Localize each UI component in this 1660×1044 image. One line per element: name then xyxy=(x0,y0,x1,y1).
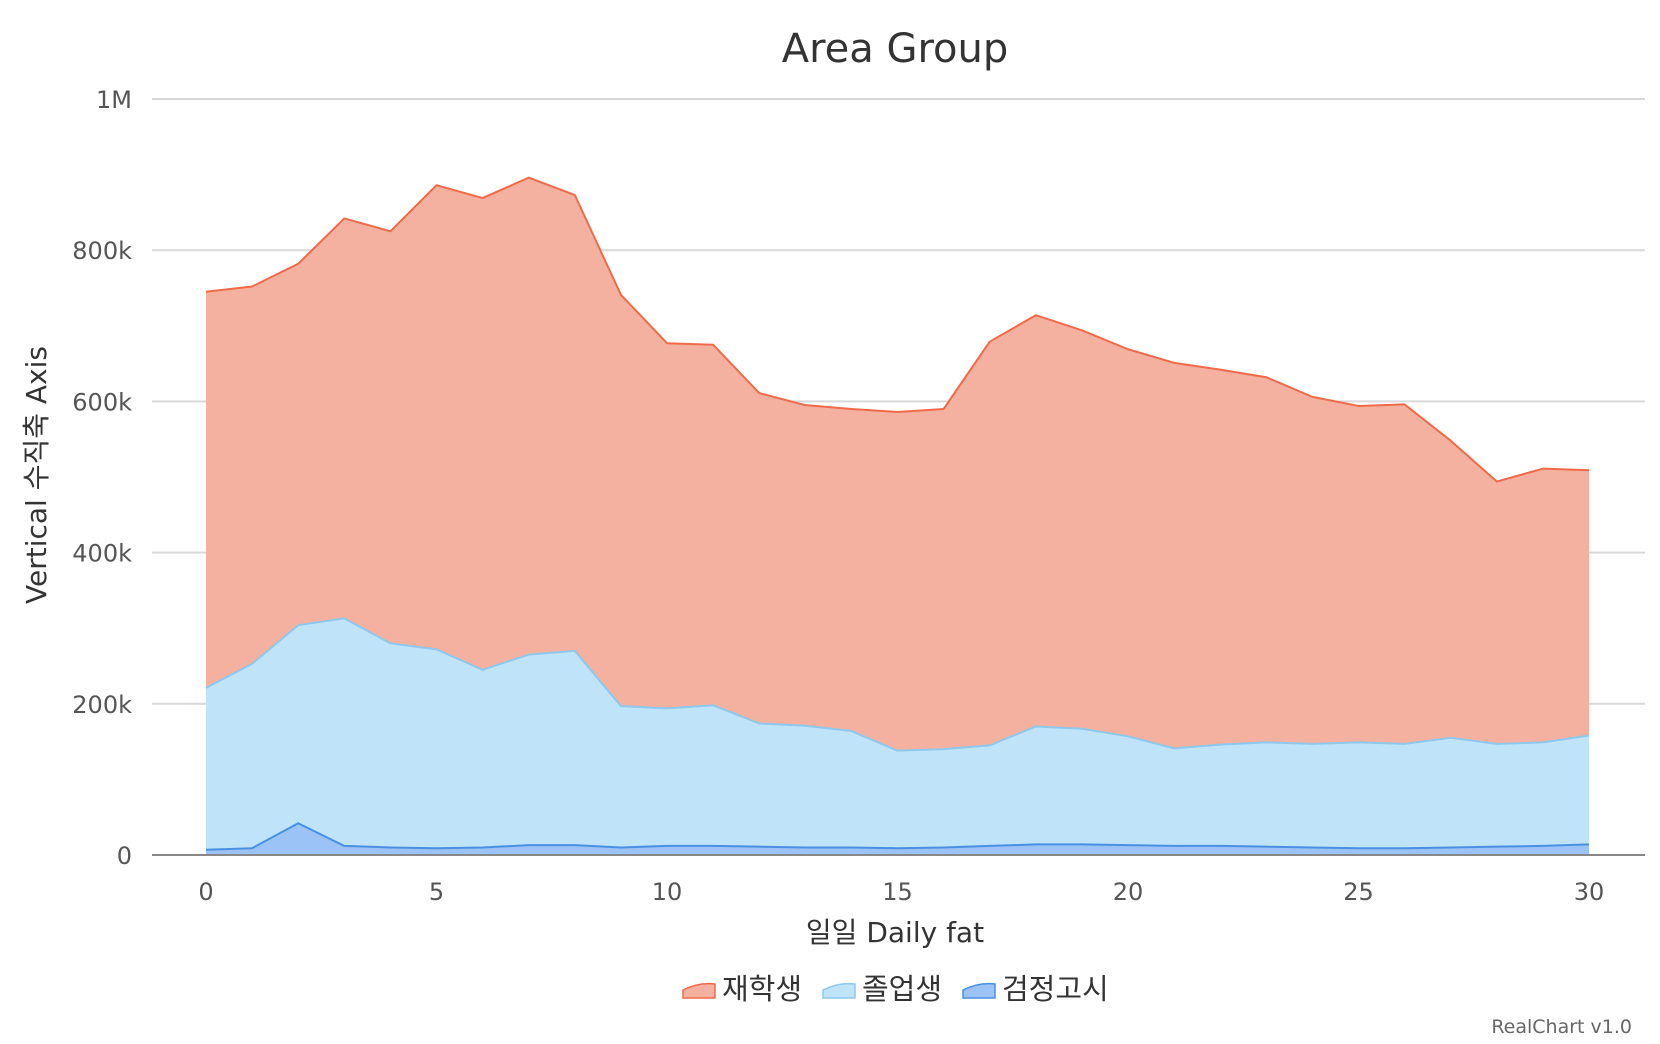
x-tick-label: 10 xyxy=(652,878,683,906)
legend-item-1[interactable]: 재학생 xyxy=(682,972,802,1006)
legend-label: 재학생 xyxy=(722,972,802,1006)
legend-marker xyxy=(962,982,996,999)
x-tick-label: 15 xyxy=(882,878,913,906)
x-tick-label: 0 xyxy=(198,878,213,906)
legend-marker xyxy=(682,982,716,999)
legend-label: 검정고시 xyxy=(1002,972,1109,1006)
legend: 재학생 졸업생 검정고시 xyxy=(682,972,1109,1006)
chart-title: Area Group xyxy=(782,26,1009,72)
y-tick-label: 800k xyxy=(72,237,132,265)
y-tick-label: 600k xyxy=(72,388,132,416)
series-line-1 xyxy=(205,176,1590,483)
credit-label: RealChart v1.0 xyxy=(1491,1016,1632,1038)
x-tick-label: 25 xyxy=(1343,878,1374,906)
y-tick-label: 400k xyxy=(72,540,132,568)
series-line-2 xyxy=(205,617,1590,752)
legend-marker xyxy=(822,982,856,999)
y-tick-label: 200k xyxy=(72,691,132,719)
legend-item-3[interactable]: 검정고시 xyxy=(962,972,1109,1006)
x-axis-title: 일일 Daily fat xyxy=(806,916,984,949)
y-tick-label: 1M xyxy=(96,86,132,114)
x-tick-label: 5 xyxy=(429,878,444,906)
legend-item-2[interactable]: 졸업생 xyxy=(822,972,942,1006)
y-axis-title: Vertical 수직축 Axis xyxy=(20,346,53,604)
x-tick-label: 20 xyxy=(1113,878,1144,906)
series-areas xyxy=(205,176,1590,855)
x-tick-label: 30 xyxy=(1574,878,1605,906)
series-area-2[interactable] xyxy=(206,618,1589,855)
legend-label: 졸업생 xyxy=(862,972,942,1006)
axes: 0 200k 400k 600k 800k 1M 0 5 10 15 20 25 30 xyxy=(72,86,1645,906)
series-line-3 xyxy=(205,822,1590,851)
y-tick-label: 0 xyxy=(117,842,132,870)
